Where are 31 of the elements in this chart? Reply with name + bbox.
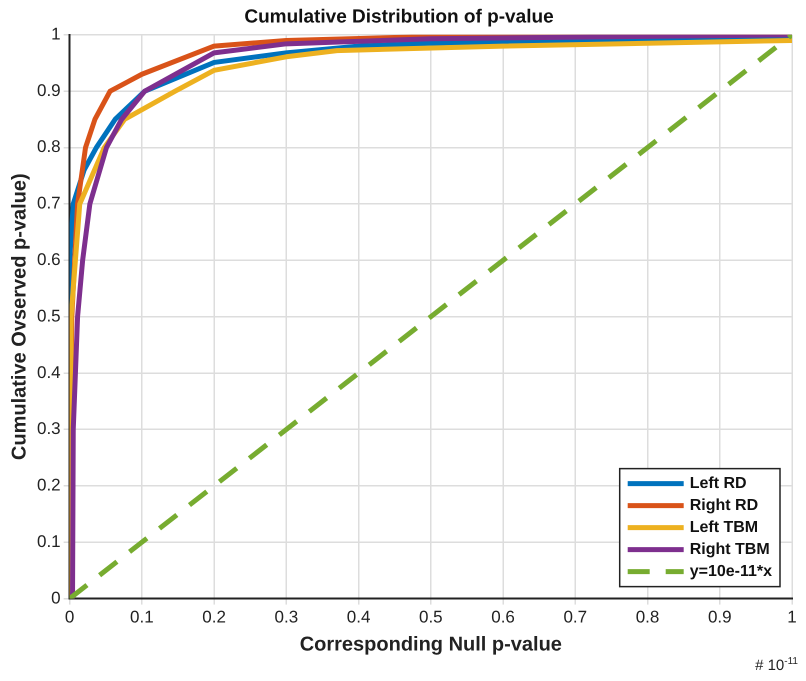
legend-label: Right RD (690, 497, 758, 514)
chart-title: Cumulative Distribution of p-value (244, 6, 554, 28)
legend-label: Left RD (690, 475, 747, 492)
x-axis-title: Corresponding Null p-value (300, 634, 562, 656)
x-tick-label: 0.9 (708, 607, 732, 626)
y-tick-label: 0.2 (36, 476, 61, 495)
legend-label: Right TBM (690, 541, 770, 558)
legend-label: y=10e-11*x (690, 563, 772, 580)
y-tick-label: 0 (51, 588, 61, 608)
y-tick-label: 0.3 (36, 419, 61, 438)
y-tick-label: 0.5 (36, 306, 61, 326)
y-tick-label: 0.7 (36, 194, 61, 213)
x-tick-label: 0.4 (346, 607, 370, 626)
y-tick-label: 0.8 (36, 137, 61, 156)
y-tick-label: 0.1 (36, 532, 61, 551)
x-tick-label: 0 (64, 607, 74, 626)
y-tick-label: 1 (51, 24, 61, 44)
x-tick-label: 1 (787, 607, 797, 626)
y-tick-label: 0.4 (36, 362, 61, 382)
text: # 10$^{-11}$ (755, 656, 798, 674)
x-tick-label: 0.6 (491, 607, 515, 626)
x-tick-label: 0.2 (202, 607, 226, 626)
x-tick-label: 0.1 (130, 607, 154, 626)
x-tick-label: 0.7 (563, 607, 588, 626)
legend-label: Left TBM (690, 519, 758, 536)
y-axis-title: Cumulative Ovserved p-value) (8, 173, 31, 460)
x-tick-label: 0.5 (418, 607, 443, 626)
y-tick-label: 0.9 (36, 80, 61, 100)
x-tick-label: 0.8 (636, 607, 660, 626)
y-tick-label: 0.6 (36, 250, 61, 270)
x-tick-label: 0.3 (274, 607, 298, 626)
